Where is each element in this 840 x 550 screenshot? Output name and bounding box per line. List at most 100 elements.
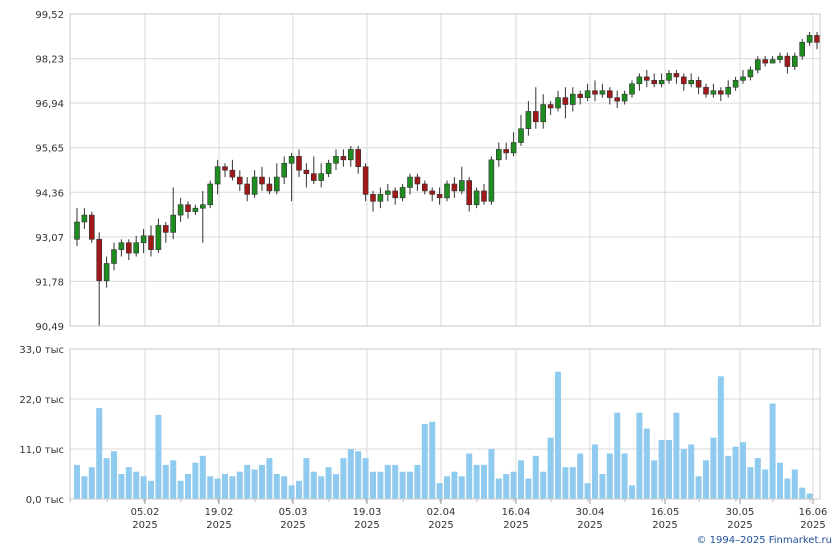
candle [318,163,325,188]
candle-body [340,156,347,161]
volume-bar [251,469,258,499]
candle-body [103,263,110,282]
candle [273,163,280,195]
candle [111,242,117,271]
price-panel: 90,49 91,78 93,07 94,36 95,65 96,94 98,23 99,52 [35,10,821,333]
x-tick-day-label: 16.05 [651,507,680,518]
candle-body [577,93,584,98]
candle-body [562,97,569,105]
candle-body [754,59,761,71]
volume-bar [703,460,709,499]
volume-bar [599,474,606,499]
volume-bar [414,464,421,499]
volume-bar [407,471,413,499]
volume-bar [333,474,339,499]
candle-body [370,194,376,202]
candle-body [192,207,199,212]
candle [814,31,820,50]
candle [207,180,213,209]
volume-bar [510,471,517,499]
candle [740,69,746,84]
volume-bar [481,464,487,499]
candle-body [214,166,221,185]
volume-bar [140,476,147,499]
volume-bar [399,471,406,499]
candle-body [769,59,776,64]
candle-body [429,190,436,195]
candle-body [584,90,591,98]
candle [155,218,162,254]
candle-body [399,187,406,199]
candle [599,83,606,98]
candle [347,145,354,167]
volume-bar [133,471,140,499]
volume-bar [199,455,206,499]
candle-body [229,169,236,178]
candle-body [347,149,354,161]
volume-bar [377,471,384,499]
volume-bar [614,412,621,499]
volume-bar [525,478,532,499]
volume-bar [118,474,125,499]
candle-body [732,80,739,88]
candle-body [525,111,532,130]
candle [281,156,288,184]
volume-bar [451,471,458,499]
candle [185,201,191,219]
candle-body [636,76,643,85]
candle-body [296,156,302,171]
candle [503,142,510,160]
candle [799,38,806,60]
volume-bar [569,467,576,499]
candle-body [185,204,191,212]
candle-body [140,235,147,244]
volume-bar [547,437,554,499]
volume-y-tick-label: 11,0 тыс [19,445,64,456]
candle-body [666,73,672,81]
candle [562,87,569,119]
candle-body [244,183,250,195]
volume-bar [229,476,236,499]
candle [303,163,310,188]
candle [451,177,458,198]
volume-bar [125,467,132,499]
volume-bar [88,467,95,499]
candle [769,56,776,64]
x-tick-year-label: 2025 [354,520,379,531]
x-tick-year-label: 2025 [280,520,305,531]
candle-body [177,204,184,216]
candle-body [273,176,280,192]
candle [584,83,591,102]
candle [547,101,554,115]
candle [725,80,732,98]
candle [629,80,635,98]
volume-bar [81,476,88,499]
candle [140,228,147,254]
candle-body [747,69,754,78]
candle [555,90,561,112]
volume-y-tick-label: 33,0 тыс [19,345,64,356]
copyright-text: © 1994–2025 Finmarket.ru [696,535,832,546]
candle-body [481,190,487,202]
volume-bar [577,453,584,499]
volume-bar [673,412,680,499]
candle [762,56,769,67]
candle [614,90,621,108]
candle [680,73,687,91]
candle-body [377,194,384,202]
candle-body [703,86,709,95]
candle [384,183,391,202]
volume-bar [791,469,798,499]
candle [296,149,302,178]
x-axis: 05.02 2025 19.02 2025 05.03 2025 19.03 2025 02.0… [69,499,827,531]
volume-bar [754,458,761,499]
volume-bar [355,451,362,499]
volume-y-tick-label: 0,0 тыс [26,495,64,506]
candle-body [392,190,399,199]
price-y-tick-label: 99,52 [35,10,64,21]
volume-bar [74,464,80,499]
volume-bar [458,476,465,499]
volume-bar [643,428,650,499]
candle-body [222,166,228,171]
candle-body [303,169,310,174]
